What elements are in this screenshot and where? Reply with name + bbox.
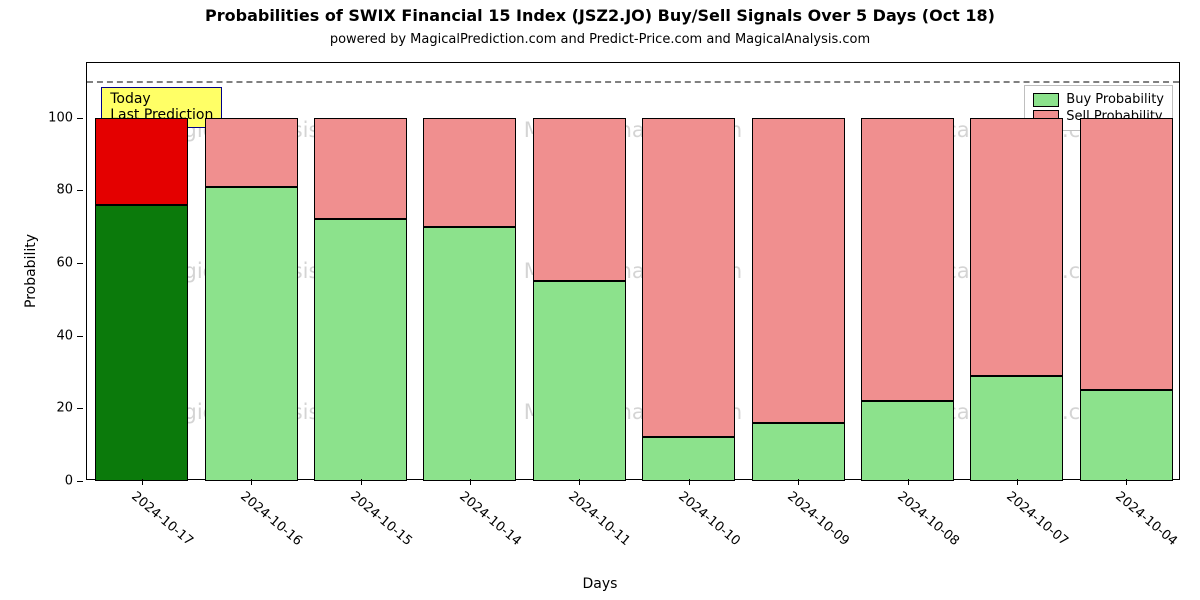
y-tick <box>77 118 83 119</box>
x-tick <box>1017 479 1018 485</box>
chart-subtitle: powered by MagicalPrediction.com and Pre… <box>0 32 1200 47</box>
bar-sell <box>970 118 1063 376</box>
bar-sell <box>533 118 626 282</box>
x-tick-label: 2024-10-09 <box>784 489 852 549</box>
x-tick <box>908 479 909 485</box>
y-tick-label: 40 <box>56 328 73 343</box>
y-tick-label: 80 <box>56 183 73 198</box>
y-tick-label: 0 <box>65 474 73 489</box>
bar-buy <box>1080 390 1173 481</box>
x-tick <box>1126 479 1127 485</box>
reference-line <box>87 81 1179 83</box>
y-tick <box>77 263 83 264</box>
y-axis-label: Probability <box>23 234 39 308</box>
x-tick-label: 2024-10-10 <box>675 489 743 549</box>
bar-buy <box>533 281 626 481</box>
bar-sell <box>642 118 735 438</box>
x-tick-label: 2024-10-04 <box>1113 489 1181 549</box>
x-tick <box>579 479 580 485</box>
y-tick <box>77 481 83 482</box>
bar-buy <box>861 401 954 481</box>
x-tick-label: 2024-10-15 <box>347 489 415 549</box>
legend-buy-label: Buy Probability <box>1066 92 1164 107</box>
bar-buy <box>95 205 188 481</box>
y-tick-label: 20 <box>56 401 73 416</box>
chart-root: Probabilities of SWIX Financial 15 Index… <box>0 0 1200 600</box>
x-tick <box>470 479 471 485</box>
plot-area: Probability MagicalAnalysis.comMagicalAn… <box>86 62 1180 480</box>
bar-sell <box>752 118 845 423</box>
legend-item-buy: Buy Probability <box>1033 92 1164 107</box>
y-tick-label: 60 <box>56 255 73 270</box>
bar-sell <box>314 118 407 220</box>
x-tick-label: 2024-10-16 <box>237 489 305 549</box>
chart-title: Probabilities of SWIX Financial 15 Index… <box>0 6 1200 25</box>
bar-buy <box>970 376 1063 481</box>
x-tick-label: 2024-10-17 <box>128 489 196 549</box>
bar-sell <box>205 118 298 187</box>
x-tick <box>689 479 690 485</box>
today-annotation-line1: Today <box>110 91 213 107</box>
bar-sell <box>1080 118 1173 391</box>
bar-buy <box>752 423 845 481</box>
x-tick-label: 2024-10-08 <box>894 489 962 549</box>
bar-sell <box>95 118 188 205</box>
bar-buy <box>314 219 407 481</box>
bar-buy <box>642 437 735 481</box>
x-tick <box>142 479 143 485</box>
x-tick <box>251 479 252 485</box>
bar-buy <box>205 187 298 481</box>
x-tick <box>361 479 362 485</box>
y-tick-label: 100 <box>48 110 73 125</box>
x-tick <box>798 479 799 485</box>
legend-swatch-buy <box>1033 93 1059 107</box>
x-tick-label: 2024-10-11 <box>566 489 634 549</box>
y-tick <box>77 336 83 337</box>
bar-sell <box>423 118 516 227</box>
x-tick-label: 2024-10-07 <box>1003 489 1071 549</box>
y-tick <box>77 408 83 409</box>
y-tick <box>77 190 83 191</box>
x-tick-label: 2024-10-14 <box>456 489 524 549</box>
x-axis-label: Days <box>0 576 1200 592</box>
bar-buy <box>423 227 516 481</box>
bar-sell <box>861 118 954 402</box>
